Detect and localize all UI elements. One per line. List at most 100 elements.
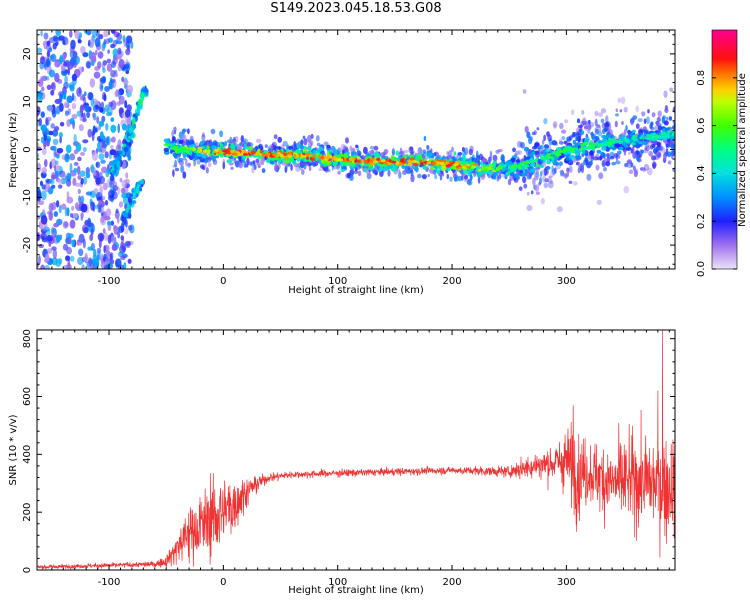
spectrogram-cell [587, 119, 591, 125]
spectrogram-cell [107, 234, 112, 244]
spectrogram-cell [111, 136, 116, 143]
spectrogram-cell [110, 60, 117, 69]
spectrogram-cell [518, 186, 523, 191]
spectrogram-cell [124, 109, 131, 118]
spectrogram-cell [657, 110, 662, 118]
spectrogram-cell [40, 215, 48, 225]
spectrogram-cell [559, 169, 563, 174]
spectrogram-cell [81, 104, 86, 111]
spectrogram-cell [58, 170, 66, 178]
spectrogram-cell [663, 90, 668, 98]
spectrogram-cell [670, 144, 675, 150]
spectrogram-cell [600, 108, 607, 114]
spectrogram-cell [117, 251, 124, 258]
spectrogram-cell [462, 166, 466, 169]
spectrogram-cell [87, 92, 93, 101]
spectrogram-cell [540, 157, 546, 160]
spectrogram-cell [189, 135, 194, 142]
spectrogram-cell [540, 197, 545, 205]
spectrogram-heatmap [37, 30, 675, 269]
spectrogram-cell [618, 138, 622, 143]
spectrogram-cell [578, 124, 583, 129]
spectrogram-cell [76, 165, 81, 176]
spectrogram-cell [475, 150, 479, 159]
snr-x-tick-label: 0 [220, 577, 226, 588]
spectrogram-cell [72, 50, 78, 59]
spectrogram-cell [98, 153, 105, 161]
spectrogram-cell [576, 118, 581, 124]
spectrogram-cell [71, 102, 77, 110]
spectrogram-cell [137, 98, 143, 106]
spectrogram-cell [363, 146, 368, 155]
spectrogram-cell [74, 182, 82, 187]
spectrogram-cell [551, 140, 558, 146]
spectrogram-cell [368, 160, 374, 164]
spectrogram-cell [615, 160, 621, 165]
spectrogram-cell [243, 138, 248, 144]
spectrogram-cell [422, 165, 427, 170]
spectrogram-cell [98, 176, 106, 184]
spectrogram-x-tick-label: -100 [98, 276, 121, 287]
spectrogram-cell [38, 117, 43, 127]
spectrogram-cell [48, 178, 55, 185]
spectrogram-cell [534, 167, 541, 171]
spectrogram-cell [652, 162, 657, 168]
spectrogram-cell [348, 157, 354, 161]
spectrogram-cell [59, 136, 62, 144]
spectrogram-cell [340, 143, 346, 151]
spectrogram-cell [315, 156, 318, 162]
snr-y-tick-label: 800 [22, 329, 33, 348]
spectrogram-cell [97, 207, 102, 213]
spectrogram-cell [55, 105, 61, 115]
spectrogram-cell [418, 155, 423, 159]
spectrogram-cell [219, 143, 224, 149]
spectrogram-cell [466, 163, 471, 167]
spectrogram-cell [651, 112, 656, 118]
spectrogram-cell [621, 120, 624, 126]
spectrogram-cell [182, 132, 186, 140]
spectrogram-cell [43, 265, 51, 269]
spectrogram-cell [51, 228, 57, 234]
spectrogram-cell [59, 121, 65, 127]
spectrogram-cell [37, 153, 40, 158]
spectrogram-cell [383, 148, 389, 155]
spectrogram-x-tick-label: 200 [442, 276, 461, 287]
spectrogram-cell [113, 225, 119, 236]
spectrogram-cell [52, 249, 58, 259]
spectrogram-cell [515, 159, 521, 164]
spectrogram-cell [202, 149, 208, 153]
spectrogram-cell [624, 162, 629, 168]
spectrogram-cell [624, 144, 629, 149]
spectrogram-cell [72, 177, 77, 186]
spectrogram-x-tick-label: 300 [557, 276, 576, 287]
spectrogram-cell [46, 44, 52, 52]
spectrogram-cell [125, 39, 130, 49]
spectrogram-cell [90, 164, 95, 174]
spectrogram-cell [439, 161, 445, 166]
spectrogram-cell [68, 236, 72, 245]
spectrogram-cell [105, 208, 112, 217]
spectrogram-cell [318, 167, 323, 172]
spectrogram-cell [41, 235, 45, 240]
spectrogram-cell [355, 144, 359, 149]
colorbar-tick-label: 0.2 [696, 213, 707, 229]
spectrogram-cell [520, 142, 525, 149]
spectrogram-cell [535, 163, 540, 168]
spectrogram-cell [642, 141, 649, 146]
spectrogram-cell [125, 48, 131, 56]
spectrogram-cell [589, 140, 593, 144]
spectrogram-cell [201, 145, 205, 150]
spectrogram-cell [80, 203, 88, 213]
spectrogram-cell [119, 177, 123, 183]
spectrogram-cell [379, 167, 383, 172]
spectrogram-cell [180, 145, 184, 150]
spectrogram-cell [123, 79, 129, 85]
spectrogram-cell [103, 264, 110, 269]
spectrogram-cell [344, 154, 349, 159]
spectrogram-cell [620, 96, 626, 104]
spectrogram-cell [116, 32, 123, 41]
colorbar-gradient [712, 30, 737, 269]
spectrogram-cell [300, 139, 304, 146]
spectrogram-cell [260, 157, 265, 166]
spectrogram-cell [55, 30, 62, 37]
